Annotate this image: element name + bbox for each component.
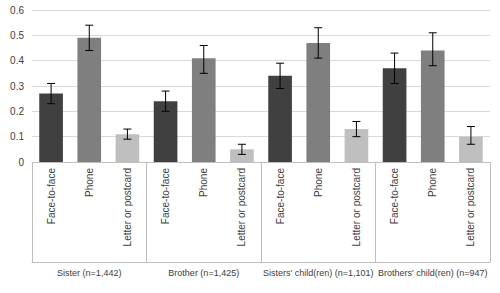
svg-text:Sister (n=1,442): Sister (n=1,442) <box>57 268 121 278</box>
svg-text:Letter or postcard: Letter or postcard <box>122 168 133 246</box>
svg-text:Letter or postcard: Letter or postcard <box>236 168 247 246</box>
svg-text:Face-to-face: Face-to-face <box>46 168 57 225</box>
svg-text:0.5: 0.5 <box>10 30 24 41</box>
svg-text:Brothers' child(ren) (n=947): Brothers' child(ren) (n=947) <box>378 268 488 278</box>
svg-text:Letter or postcard: Letter or postcard <box>351 168 362 246</box>
svg-text:Phone: Phone <box>198 168 209 197</box>
svg-text:0.2: 0.2 <box>10 106 24 117</box>
svg-text:0.1: 0.1 <box>10 131 24 142</box>
svg-text:Face-to-face: Face-to-face <box>160 168 171 225</box>
svg-text:Face-to-face: Face-to-face <box>275 168 286 225</box>
svg-text:0.3: 0.3 <box>10 81 24 92</box>
svg-text:Letter or postcard: Letter or postcard <box>465 168 476 246</box>
svg-text:0.4: 0.4 <box>10 55 24 66</box>
svg-text:0: 0 <box>18 157 24 168</box>
svg-text:Phone: Phone <box>313 168 324 197</box>
svg-text:Brother (n=1,425): Brother (n=1,425) <box>168 268 239 278</box>
svg-text:Face-to-face: Face-to-face <box>389 168 400 225</box>
svg-text:Phone: Phone <box>84 168 95 197</box>
svg-text:Phone: Phone <box>427 168 438 197</box>
svg-text:Sisters' child(ren) (n=1,101): Sisters' child(ren) (n=1,101) <box>263 268 374 278</box>
svg-text:0.6: 0.6 <box>10 5 24 16</box>
